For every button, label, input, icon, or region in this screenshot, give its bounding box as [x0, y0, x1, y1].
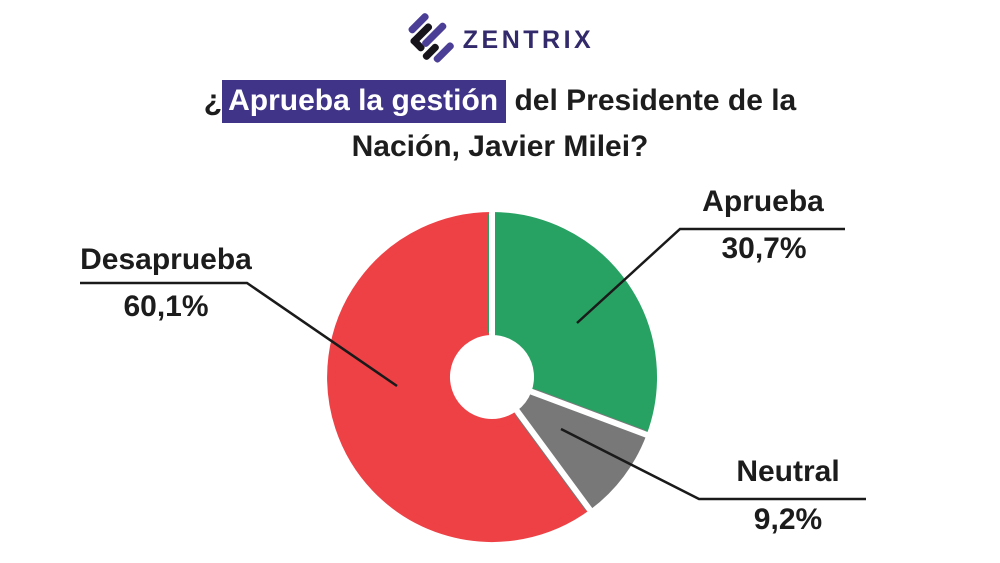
leader-line-neutral [560, 427, 866, 501]
label-neutral-name: Neutral [736, 455, 840, 488]
label-aprueba-value: 30,7% [721, 232, 807, 265]
title-rest: del Presidente de la [506, 84, 797, 117]
label-desaprueba-value: 60,1% [123, 290, 209, 323]
zentrix-logo-icon [408, 13, 454, 63]
slice-aprueba[interactable] [488, 212, 657, 438]
slice-gap-green-gray [490, 374, 657, 442]
leader-line-aprueba [576, 227, 845, 324]
slice-desaprueba[interactable] [327, 212, 592, 542]
label-neutral-value: 9,2% [753, 503, 823, 536]
slice-gap-gray-red [489, 375, 599, 520]
label-desaprueba-name: Desaprueba [80, 243, 252, 276]
brand-logo: ZENTRIX [0, 12, 1000, 63]
title-highlight: Aprueba la gestión [222, 80, 507, 123]
title-line-2: Nación, Javier Milei? [351, 130, 649, 163]
title-prefix: ¿ [203, 84, 223, 117]
label-aprueba-name: Aprueba [702, 185, 824, 218]
page-title: ¿ Aprueba la gestión del Presidente de la… [0, 78, 1000, 170]
title-line-1: ¿ Aprueba la gestión del Presidente de la [0, 78, 1000, 124]
leader-line-desaprueba [80, 281, 398, 388]
brand-wordmark: ZENTRIX [462, 25, 595, 54]
